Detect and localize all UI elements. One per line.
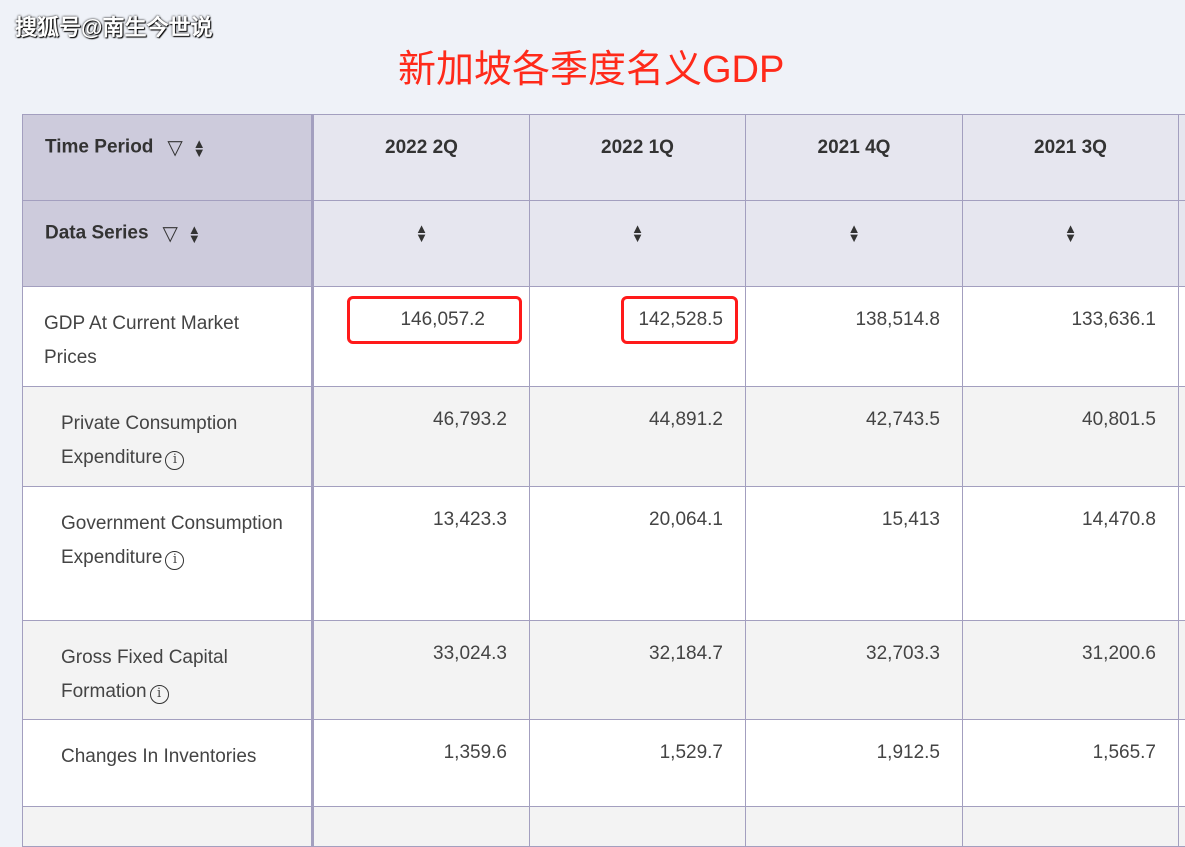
sort-icon[interactable]: ▲▼ [848,224,861,242]
gdp-table: Time Period▽▲▼ 2022 2Q 2022 1Q 2021 4Q 2… [22,114,1185,847]
column-header-partial [1179,115,1185,201]
table-row: GDP At Current Market Prices 146,057.2 1… [23,287,1185,387]
watermark: 搜狐号@南生今世说 [15,10,212,42]
filter-icon[interactable]: ▽ [163,221,178,246]
highlight-box: 142,528.5 [624,299,735,341]
table-row: Changes In Inventories 1,359.6 1,529.7 1… [23,720,1185,807]
data-series-header: Data Series▽▲▼ [23,201,313,287]
page-title: 新加坡各季度名义GDP [398,38,784,93]
sort-icon[interactable]: ▲▼ [415,224,428,242]
filter-icon[interactable]: ▽ [167,135,182,160]
info-icon[interactable]: i [165,451,184,470]
info-icon[interactable]: i [165,551,184,570]
column-header[interactable]: 2021 4Q [746,115,963,201]
info-icon[interactable]: i [150,685,169,704]
highlight-box: 146,057.2 [350,299,519,341]
column-header[interactable]: 2022 2Q [313,115,530,201]
sort-icon[interactable]: ▲▼ [1064,224,1077,242]
sort-icon[interactable]: ▲▼ [631,224,644,242]
column-header[interactable]: 2021 3Q [963,115,1179,201]
column-header[interactable]: 2022 1Q [530,115,746,201]
sort-icon[interactable]: ▲▼ [193,139,206,157]
time-period-header: Time Period▽▲▼ [23,115,313,201]
sort-icon[interactable]: ▲▼ [188,225,201,243]
